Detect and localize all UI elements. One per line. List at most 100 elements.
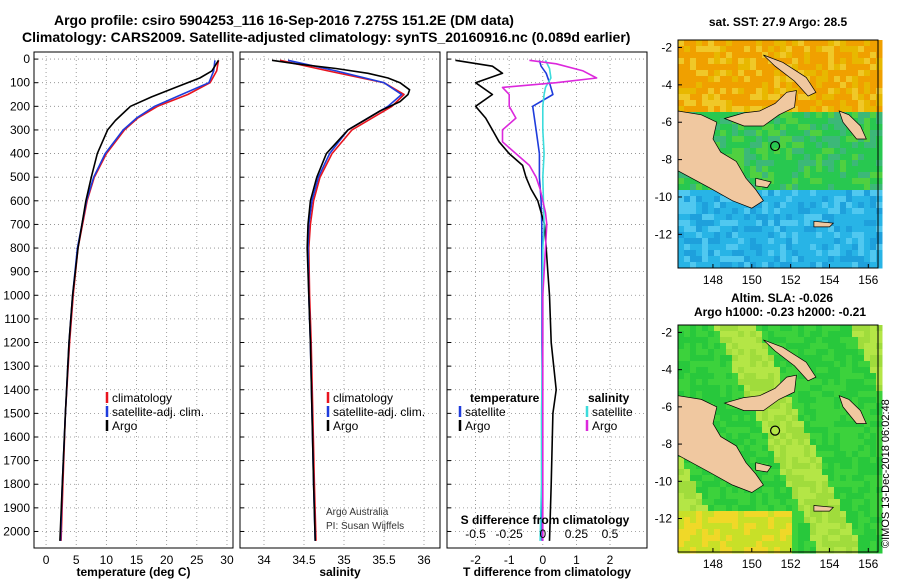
map-pixel <box>858 106 865 113</box>
map-pixel <box>738 166 745 173</box>
map-pixel <box>864 262 871 269</box>
map-pixel <box>690 58 697 65</box>
map-pixel <box>720 427 727 434</box>
map-pixel <box>720 367 727 374</box>
map-pixel <box>798 409 805 416</box>
map-pixel <box>846 499 853 506</box>
map-pixel <box>708 94 715 101</box>
map-pixel <box>846 244 853 251</box>
map-pixel <box>738 88 745 95</box>
map-pixel <box>714 196 721 203</box>
map-pixel <box>726 433 733 440</box>
map-pixel <box>708 535 715 542</box>
map-pixel <box>828 385 835 392</box>
map-pixel <box>756 517 763 524</box>
map-pixel <box>690 487 697 494</box>
map-lat-label: -6 <box>661 400 672 414</box>
map-pixel <box>774 208 781 215</box>
map-lon-label: 154 <box>819 557 839 571</box>
map-pixel <box>786 124 793 131</box>
map-pixel <box>816 76 823 83</box>
map-pixel <box>774 244 781 251</box>
map-pixel <box>816 529 823 536</box>
map-pixel <box>756 220 763 227</box>
map-pixel <box>786 262 793 269</box>
map-pixel <box>726 487 733 494</box>
map-pixel <box>852 154 859 161</box>
map-pixel <box>684 529 691 536</box>
map-pixel <box>774 202 781 209</box>
map-pixel <box>690 100 697 107</box>
map-pixel <box>702 343 709 350</box>
sla-map-subtitle: Argo h1000: -0.23 h2000: -0.21 <box>694 305 866 319</box>
map-pixel <box>870 529 877 536</box>
map-pixel <box>708 82 715 89</box>
map-pixel <box>762 250 769 257</box>
map-pixel <box>852 112 859 119</box>
map-pixel <box>846 427 853 434</box>
depth-tick-label: 400 <box>10 147 30 161</box>
map-pixel <box>678 517 685 524</box>
map-pixel <box>810 529 817 536</box>
map-pixel <box>870 178 877 185</box>
map-pixel <box>684 517 691 524</box>
map-pixel <box>702 397 709 404</box>
map-pixel <box>834 166 841 173</box>
map-pixel <box>864 451 871 458</box>
map-pixel <box>828 403 835 410</box>
map-pixel <box>876 196 883 203</box>
map-pixel <box>702 505 709 512</box>
map-pixel <box>864 361 871 368</box>
map-pixel <box>846 172 853 179</box>
map-pixel <box>858 331 865 338</box>
map-pixel <box>804 355 811 362</box>
map-pixel <box>870 202 877 209</box>
map-pixel <box>870 166 877 173</box>
map-pixel <box>816 178 823 185</box>
map-pixel <box>846 481 853 488</box>
map-pixel <box>696 331 703 338</box>
map-pixel <box>780 190 787 197</box>
map-pixel <box>762 373 769 380</box>
map-pixel <box>822 457 829 464</box>
map-pixel <box>732 547 739 554</box>
map-pixel <box>786 136 793 143</box>
map-pixel <box>798 112 805 119</box>
map-pixel <box>786 226 793 233</box>
map-pixel <box>732 94 739 101</box>
map-pixel <box>822 70 829 77</box>
map-pixel <box>858 226 865 233</box>
map-pixel <box>744 493 751 500</box>
map-pixel <box>780 202 787 209</box>
map-pixel <box>834 160 841 167</box>
map-pixel <box>780 196 787 203</box>
map-pixel <box>846 76 853 83</box>
map-pixel <box>690 361 697 368</box>
map-pixel <box>810 493 817 500</box>
map-pixel <box>738 325 745 332</box>
map-pixel <box>756 142 763 149</box>
map-pixel <box>750 541 757 548</box>
map-pixel <box>768 481 775 488</box>
map-pixel <box>732 148 739 155</box>
map-pixel <box>870 64 877 71</box>
map-pixel <box>786 202 793 209</box>
map-pixel <box>702 493 709 500</box>
map-pixel <box>708 397 715 404</box>
map-pixel <box>834 439 841 446</box>
map-pixel <box>804 451 811 458</box>
map-pixel <box>876 76 883 83</box>
map-pixel <box>828 136 835 143</box>
map-pixel <box>846 94 853 101</box>
map-pixel <box>720 214 727 221</box>
map-pixel <box>678 184 685 191</box>
map-pixel <box>750 415 757 422</box>
map-pixel <box>732 391 739 398</box>
map-pixel <box>876 427 883 434</box>
map-pixel <box>876 94 883 101</box>
map-pixel <box>768 256 775 263</box>
map-pixel <box>804 517 811 524</box>
map-pixel <box>744 58 751 65</box>
map-pixel <box>690 325 697 332</box>
map-pixel <box>678 379 685 386</box>
